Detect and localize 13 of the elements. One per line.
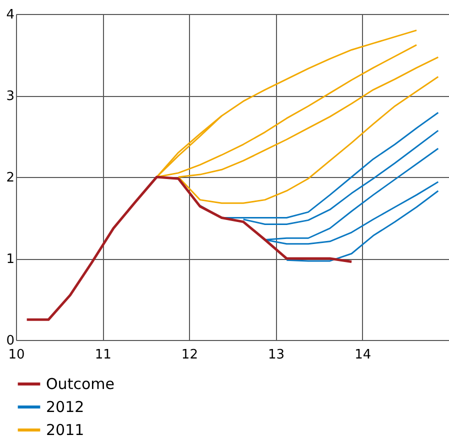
y-tick-label: 3 <box>6 89 14 104</box>
legend-label: 2011 <box>46 421 84 439</box>
y-tick-label: 0 <box>6 334 14 348</box>
legend-label: Outcome <box>46 375 114 393</box>
x-tick-label: 12 <box>181 348 198 362</box>
y-tick-label: 4 <box>6 8 14 22</box>
legend-label: 2012 <box>46 398 84 416</box>
y-tick-label: 1 <box>6 252 14 267</box>
y-tick-label: 2 <box>6 170 14 186</box>
x-tick-label: 13 <box>268 348 285 362</box>
x-tick-label: 14 <box>354 348 372 362</box>
x-tick-label: 10 <box>8 348 25 362</box>
x-tick-label: 11 <box>94 348 112 362</box>
